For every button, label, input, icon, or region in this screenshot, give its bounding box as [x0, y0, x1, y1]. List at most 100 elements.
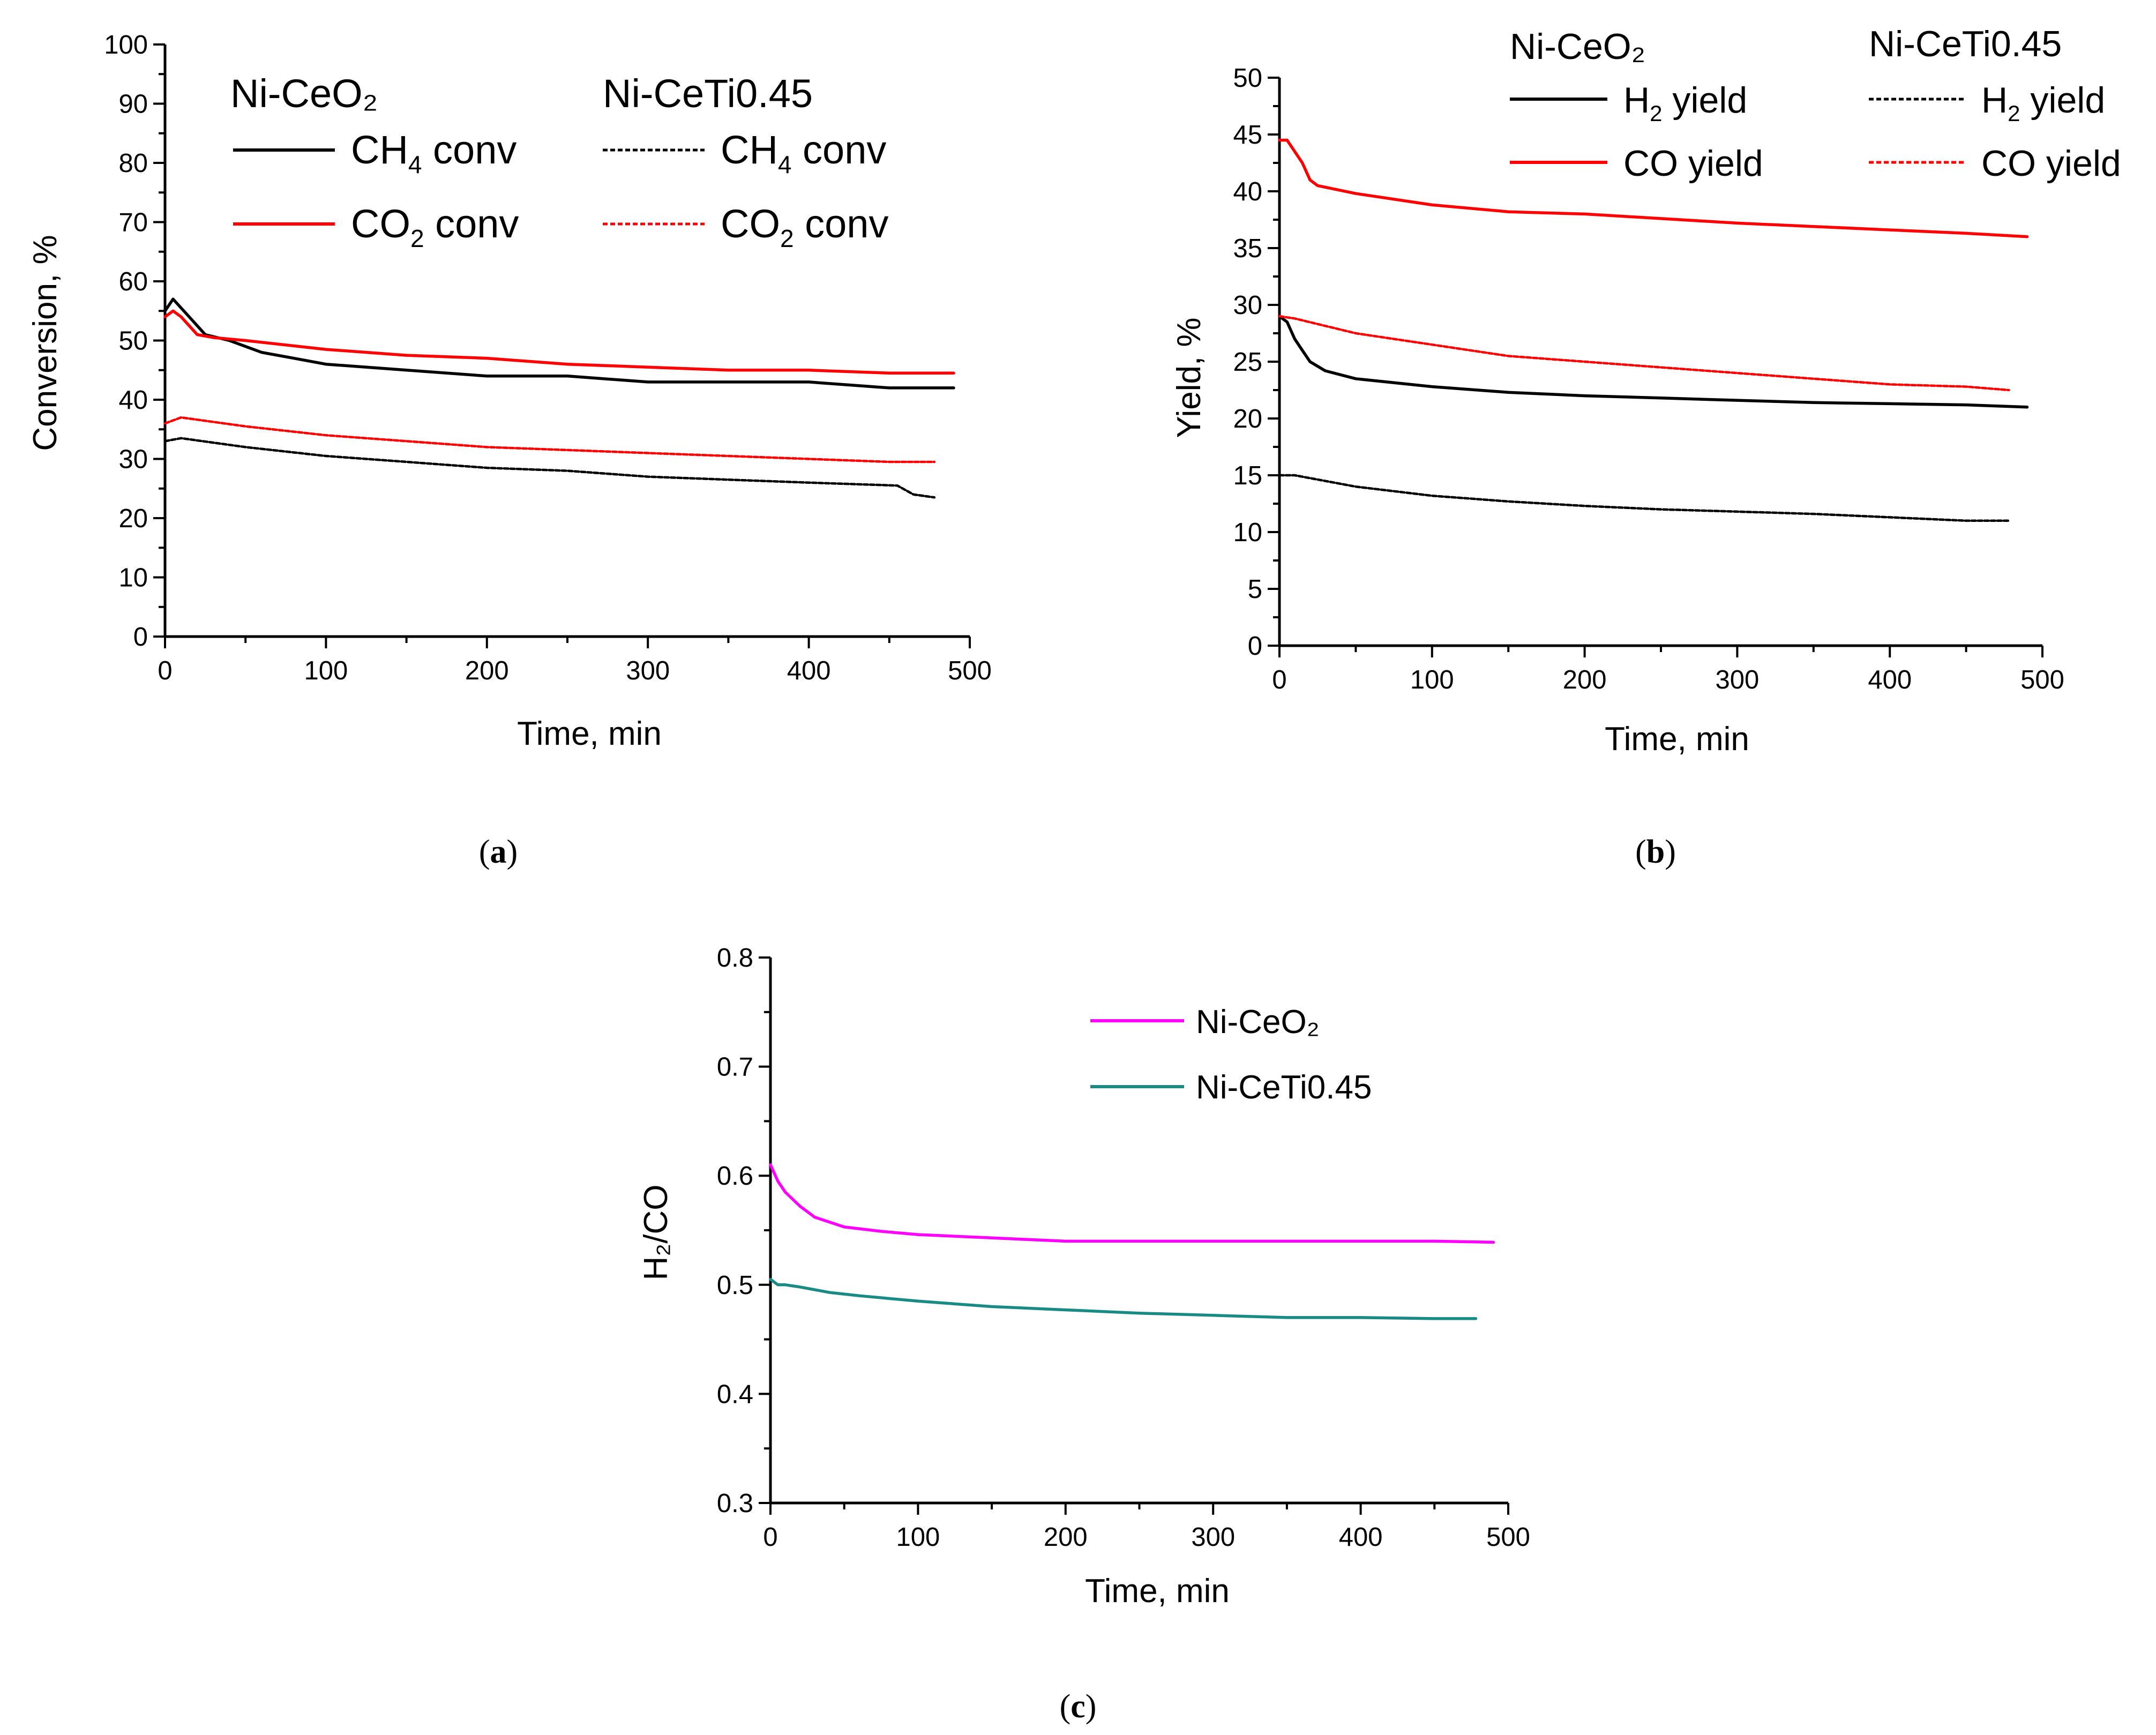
panel-c-x-tick-label: 200	[1044, 1523, 1088, 1552]
panel-a-y-tick-label: 40	[118, 386, 148, 415]
h2-sub: 2	[1650, 101, 1662, 126]
panel-b-legend: Ni-CeO₂ Ni-CeTi0.45 H2 yield CO yield H2…	[1510, 24, 2121, 184]
panel-a-x-tick-label: 0	[158, 656, 172, 685]
panel-a-y-tick-label: 10	[118, 564, 148, 593]
panel-a-series	[163, 297, 955, 499]
panel-c-x-tick-label: 100	[896, 1523, 940, 1552]
panel-a-legend: Ni-CeO₂ Ni-CeTi0.45 CH4 conv CO2 conv CH…	[230, 71, 888, 252]
panel-a-legend-label-co2-dashed: CO2 conv	[721, 201, 888, 252]
panel-b-y-tick-label: 25	[1233, 348, 1262, 377]
panel-b-x-tick-label: 500	[2020, 665, 2064, 694]
panel-a-y-tick-label: 100	[104, 31, 148, 59]
panel-b-y-tick-label: 45	[1233, 121, 1262, 149]
panel-a-y-tick-label: 20	[118, 504, 148, 533]
panel-b-y-tick-label: 20	[1233, 405, 1262, 433]
panel-a-series-line-3	[163, 437, 936, 499]
panel-a-legend-group-2: Ni-CeTi0.45	[603, 71, 813, 116]
co2-name-2: CO	[721, 201, 780, 246]
panel-c-y-axis-title: H₂/CO	[638, 1184, 675, 1280]
panel-b-series-line-2	[1278, 138, 2029, 238]
panel-c-y-tick-label: 0.5	[717, 1271, 753, 1300]
panel-c-x-ticks: 0 100 200 300 400 500	[763, 1503, 1530, 1552]
panel-b-legend-group-2: Ni-CeTi0.45	[1869, 24, 2062, 64]
panel-a-y-tick-label: 90	[118, 90, 148, 119]
panel-b-x-ticks: 0 100 200 300 400 500	[1272, 646, 2064, 694]
co2-sub-2: 2	[780, 225, 794, 252]
panel-c-series-line-2	[769, 1277, 1478, 1320]
panel-a-caption-letter: a	[490, 834, 507, 870]
panel-a-x-tick-label: 100	[304, 656, 348, 685]
panel-a-x-axis-title: Time, min	[517, 715, 662, 752]
panel-b-caption-letter: b	[1646, 834, 1665, 870]
panel-b-y-tick-label: 15	[1233, 461, 1262, 490]
panel-a-y-axis-title: Conversion, %	[27, 235, 64, 451]
panel-a-x-tick-label: 300	[626, 656, 670, 685]
panel-c-x-tick-label: 0	[763, 1523, 777, 1552]
panel-b-series	[1278, 138, 2029, 522]
panel-c-series	[769, 1163, 1495, 1320]
panel-a-series-line-1	[163, 297, 955, 390]
panel-a-y-tick-label: 50	[118, 327, 148, 356]
co2-name: CO	[351, 201, 410, 246]
panel-a-x-tick-label: 400	[787, 656, 831, 685]
h2-sub-2: 2	[2008, 101, 2020, 126]
ch4-suffix-2: conv	[791, 128, 886, 172]
panel-b-x-tick-label: 300	[1716, 665, 1760, 694]
panel-a-caption: (a)	[479, 834, 518, 870]
panel-b-legend-label-h2-solid: H2 yield	[1623, 80, 1747, 126]
panel-c-y-tick-label: 0.6	[717, 1162, 753, 1191]
panel-a-x-ticks: 0 100 200 300 400 500	[158, 637, 992, 685]
panel-a: 0 100 200 300 400 500 0102030405060708090100 …	[27, 31, 992, 870]
panel-a-series-line-4	[163, 416, 936, 463]
panel-c-x-tick-label: 400	[1339, 1523, 1383, 1552]
panel-b-series-line-1	[1278, 315, 2029, 409]
ch4-name-2: CH	[721, 128, 778, 172]
panel-b-legend-label-co-dashed: CO yield	[1981, 143, 2121, 184]
ch4-name: CH	[351, 128, 408, 172]
panel-b-legend-label-co-solid: CO yield	[1623, 143, 1763, 184]
panel-b: 0 100 200 300 400 500 0 5 10 15 20 25 30 35 40 45 50 Ti…	[1171, 24, 2121, 870]
panel-a-legend-label-co2-solid: CO2 conv	[351, 201, 519, 252]
panel-b-y-tick-label: 5	[1248, 575, 1262, 604]
panel-b-x-tick-label: 100	[1410, 665, 1454, 694]
co2-suffix-2: conv	[794, 201, 889, 246]
panel-a-series-line-2	[163, 309, 955, 375]
panel-a-x-tick-label: 200	[465, 656, 509, 685]
panel-b-x-tick-label: 200	[1563, 665, 1607, 694]
panel-b-x-tick-label: 400	[1868, 665, 1912, 694]
panel-a-legend-group-1: Ni-CeO₂	[230, 71, 378, 116]
panel-c-y-tick-label: 0.7	[717, 1053, 753, 1082]
panel-a-y-tick-label: 60	[118, 267, 148, 296]
panel-b-y-tick-label: 30	[1233, 291, 1262, 320]
panel-c-x-tick-label: 500	[1486, 1523, 1530, 1552]
ch4-suffix: conv	[422, 128, 516, 172]
panel-b-y-tick-label: 50	[1233, 64, 1262, 93]
panel-b-caption: (b)	[1635, 834, 1676, 870]
h2-name-2: H	[1981, 80, 2008, 121]
panel-c-legend-label-nice: Ni-CeO₂	[1196, 1004, 1320, 1041]
panel-c-y-tick-label: 0.8	[717, 944, 753, 973]
h2-name: H	[1623, 80, 1650, 121]
panel-c-x-axis-title: Time, min	[1085, 1573, 1230, 1610]
ch4-sub: 4	[408, 151, 422, 178]
co2-suffix: conv	[424, 201, 519, 246]
ch4-sub-2: 4	[778, 151, 792, 178]
panel-b-y-tick-label: 10	[1233, 518, 1262, 547]
co2-sub: 2	[410, 225, 424, 252]
panel-c-caption: (c)	[1060, 1688, 1097, 1725]
panel-b-x-tick-label: 0	[1272, 665, 1286, 694]
panel-c-y-tick-label: 0.3	[717, 1489, 753, 1518]
panel-b-y-axis-title: Yield, %	[1171, 317, 1208, 438]
h2-suffix-2: yield	[2020, 80, 2105, 121]
panel-a-y-tick-label: 30	[118, 445, 148, 474]
panel-c-legend-label-niceti: Ni-CeTi0.45	[1196, 1069, 1372, 1106]
panel-c-y-ticks: 0.3 0.4 0.5 0.6 0.7 0.8	[717, 944, 770, 1518]
panel-a-legend-label-ch4-dashed: CH4 conv	[721, 128, 886, 178]
panel-a-y-tick-label: 80	[118, 149, 148, 178]
panel-a-y-tick-label: 0	[133, 623, 148, 652]
panel-b-legend-label-h2-dashed: H2 yield	[1981, 80, 2105, 126]
panel-b-y-tick-label: 35	[1233, 234, 1262, 263]
panel-c: 0 100 200 300 400 500 0.3 0.4 0.5 0.6 0.7 0.8 Time…	[638, 944, 1530, 1725]
panel-c-series-line-1	[769, 1163, 1495, 1244]
